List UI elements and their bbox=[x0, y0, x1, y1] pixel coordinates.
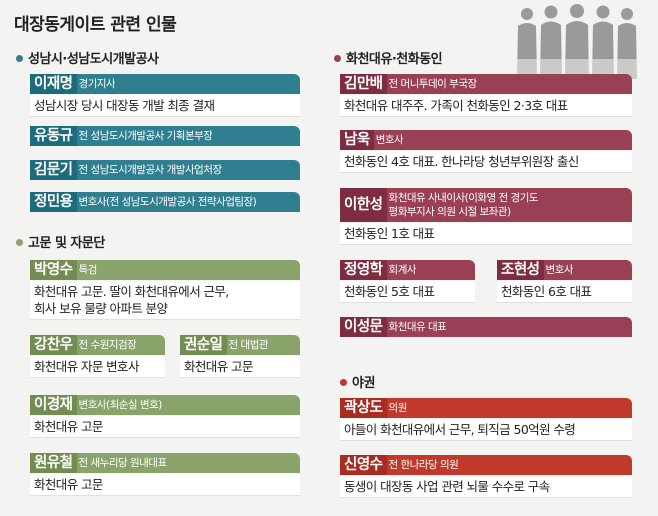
person-role: 변호사 bbox=[375, 134, 404, 146]
person-card-a4: 이경재 변호사(최순실 변호) 화천대유 고문 bbox=[30, 395, 300, 438]
person-name: 이재명 bbox=[30, 74, 77, 94]
person-card-o2: 신영수 전 한나라당 의원 동생이 대장동 사업 관련 뇌물 수수로 구속 bbox=[340, 455, 632, 498]
desc-line: 회사 보유 물량 아파트 분양 bbox=[34, 301, 168, 316]
person-role: 의원 bbox=[388, 402, 407, 414]
person-role: 변호사 bbox=[545, 264, 574, 276]
person-name: 원유철 bbox=[30, 453, 77, 473]
bullet-icon bbox=[16, 55, 23, 62]
role-line: 화천대유 사내이사(이화영 전 경기도 bbox=[388, 192, 539, 204]
section-hwacheon: 화천대유·천화동인 bbox=[334, 48, 443, 67]
person-desc: 화천대유 고문 bbox=[30, 416, 300, 438]
person-role: 회계사 bbox=[388, 264, 417, 276]
person-role: 특검 bbox=[78, 264, 97, 276]
person-desc: 천화동인 4호 대표. 한나라당 청년부위원장 출신 bbox=[340, 151, 632, 173]
person-desc: 화천대유 고문 bbox=[180, 356, 300, 378]
person-card-h6: 이성문 화천대유 대표 bbox=[340, 317, 632, 337]
person-role: 전 대법관 bbox=[228, 339, 269, 351]
person-desc: 천화동인 5호 대표 bbox=[340, 281, 475, 303]
person-name: 권순일 bbox=[180, 335, 227, 355]
person-role: 전 한나라당 의원 bbox=[388, 459, 459, 471]
people-silhouette-icon bbox=[515, 4, 640, 79]
person-desc: 화천대유 고문 bbox=[30, 474, 300, 496]
person-role: 변호사(전 성남도시개발공사 전략사업팀장) bbox=[78, 196, 257, 208]
page-title: 대장동게이트 관련 인물 bbox=[14, 15, 177, 35]
bullet-icon bbox=[16, 239, 23, 246]
person-role: 전 수원지검장 bbox=[78, 339, 137, 351]
section-label: 야권 bbox=[352, 376, 375, 391]
person-desc: 화천대유 고문. 딸이 화천대유에서 근무, 회사 보유 물량 아파트 분양 bbox=[30, 281, 300, 320]
person-name: 유동규 bbox=[30, 126, 77, 146]
section-label: 성남시·성남도시개발공사 bbox=[28, 52, 159, 67]
person-name: 박영수 bbox=[30, 260, 77, 280]
person-card-p2: 유동규 전 성남도시개발공사 기획본부장 bbox=[30, 126, 300, 146]
person-name: 남욱 bbox=[340, 130, 374, 150]
person-name: 김만배 bbox=[340, 74, 387, 94]
section-advisors: 고문 및 자문단 bbox=[16, 232, 105, 251]
person-role: 전 성남도시개발공사 기획본부장 bbox=[78, 130, 213, 142]
person-card-p1: 이재명 경기지사 성남시장 당시 대장동 개발 최종 결재 bbox=[30, 74, 300, 117]
person-card-a2: 강찬우 전 수원지검장 화천대유 자문 변호사 bbox=[30, 335, 165, 378]
person-role: 변호사(최순실 변호) bbox=[78, 399, 162, 411]
person-desc: 화천대유 대주주. 가족이 천화동인 2·3호 대표 bbox=[340, 95, 632, 117]
person-card-a5: 원유철 전 새누리당 원내대표 화천대유 고문 bbox=[30, 453, 300, 496]
person-name: 조현성 bbox=[497, 260, 544, 280]
section-label: 화천대유·천화동인 bbox=[346, 52, 443, 67]
section-label: 고문 및 자문단 bbox=[28, 236, 105, 251]
person-role: 경기지사 bbox=[78, 78, 116, 90]
person-card-h4: 정영학 회계사 천화동인 5호 대표 bbox=[340, 260, 475, 303]
bullet-icon bbox=[340, 379, 347, 386]
person-card-a3: 권순일 전 대법관 화천대유 고문 bbox=[180, 335, 300, 378]
person-desc: 화천대유 자문 변호사 bbox=[30, 356, 165, 378]
person-desc: 성남시장 당시 대장동 개발 최종 결재 bbox=[30, 95, 300, 117]
role-line: 평화부지사 의원 시절 보좌관) bbox=[388, 206, 512, 218]
person-name: 이성문 bbox=[340, 317, 387, 337]
person-card-h5: 조현성 변호사 천화동인 6호 대표 bbox=[497, 260, 632, 303]
person-role: 화천대유 대표 bbox=[388, 321, 447, 333]
person-desc: 동생이 대장동 사업 관련 뇌물 수수로 구속 bbox=[340, 476, 632, 498]
person-name: 김문기 bbox=[30, 160, 77, 180]
person-name: 정영학 bbox=[340, 260, 387, 280]
person-name: 이경재 bbox=[30, 395, 77, 415]
person-name: 이한성 bbox=[340, 188, 387, 222]
person-card-o1: 곽상도 의원 아들이 화천대유에서 근무, 퇴직금 50억원 수령 bbox=[340, 398, 632, 441]
person-card-p4: 정민용 변호사(전 성남도시개발공사 전략사업팀장) bbox=[30, 192, 300, 212]
person-role: 전 성남도시개발공사 개발사업처장 bbox=[78, 164, 222, 176]
person-name: 정민용 bbox=[30, 192, 77, 212]
person-card-a1: 박영수 특검 화천대유 고문. 딸이 화천대유에서 근무, 회사 보유 물량 아파… bbox=[30, 260, 300, 320]
person-name: 강찬우 bbox=[30, 335, 77, 355]
person-desc: 천화동인 1호 대표 bbox=[340, 223, 632, 245]
person-role: 전 새누리당 원내대표 bbox=[78, 457, 167, 469]
section-opposition: 야권 bbox=[340, 372, 375, 391]
person-card-h3: 이한성 화천대유 사내이사(이화영 전 경기도 평화부지사 의원 시절 보좌관) … bbox=[340, 188, 632, 245]
person-role: 전 머니투데이 부국장 bbox=[388, 78, 477, 90]
bullet-icon bbox=[334, 55, 341, 62]
person-card-p3: 김문기 전 성남도시개발공사 개발사업처장 bbox=[30, 160, 300, 180]
person-card-h1: 김만배 전 머니투데이 부국장 화천대유 대주주. 가족이 천화동인 2·3호 대… bbox=[340, 74, 632, 117]
person-card-h2: 남욱 변호사 천화동인 4호 대표. 한나라당 청년부위원장 출신 bbox=[340, 130, 632, 173]
person-name: 곽상도 bbox=[340, 398, 387, 418]
person-name: 신영수 bbox=[340, 455, 387, 475]
person-desc: 아들이 화천대유에서 근무, 퇴직금 50억원 수령 bbox=[340, 419, 632, 441]
desc-line: 화천대유 고문. 딸이 화천대유에서 근무, bbox=[34, 284, 229, 299]
person-desc: 천화동인 6호 대표 bbox=[497, 281, 632, 303]
section-seongnam: 성남시·성남도시개발공사 bbox=[16, 48, 159, 67]
